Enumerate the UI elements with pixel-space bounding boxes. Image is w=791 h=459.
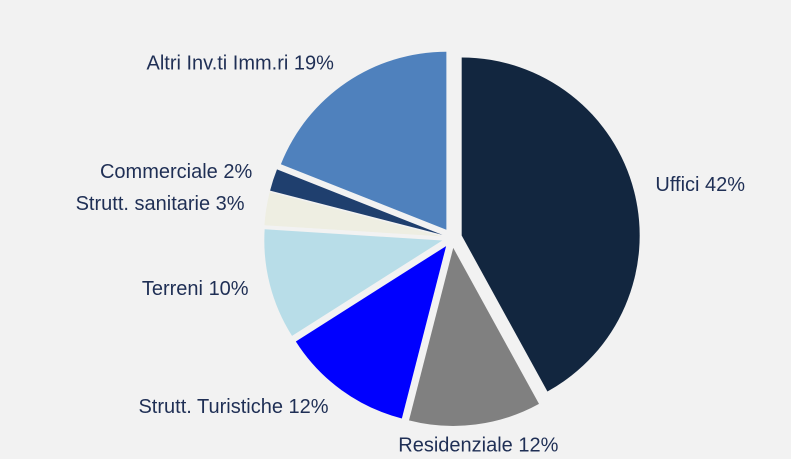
value-label: 3% xyxy=(216,193,245,215)
pie-slice xyxy=(270,169,443,235)
value-label: 12% xyxy=(289,396,329,418)
value-label: 42% xyxy=(705,174,745,196)
value-label: 19% xyxy=(294,53,334,75)
category-label: Altri Inv.ti Imm.ri xyxy=(147,53,289,75)
category-label: Residenziale xyxy=(398,435,513,457)
pie-slice xyxy=(408,247,540,426)
slice-label: Altri Inv.ti Imm.ri 19% xyxy=(147,53,335,75)
category-label: Terreni xyxy=(142,279,203,301)
slice-label: Strutt. sanitarie 3% xyxy=(76,193,245,215)
category-label: Uffici xyxy=(655,174,699,196)
pie-slice xyxy=(461,57,640,392)
slice-label: Uffici 42% xyxy=(655,174,745,196)
pie-slice xyxy=(264,192,443,237)
slice-label: Strutt. Turistiche 12% xyxy=(138,396,328,418)
pie-slice xyxy=(264,229,443,336)
value-label: 2% xyxy=(223,161,252,183)
value-label: 10% xyxy=(209,279,249,301)
category-label: Strutt. Turistiche xyxy=(138,396,283,418)
value-label: 12% xyxy=(518,435,558,457)
pie-slice xyxy=(295,246,447,419)
slice-label: Residenziale 12% xyxy=(398,435,558,457)
slice-label: Commerciale 2% xyxy=(100,161,252,183)
category-label: Commerciale xyxy=(100,161,218,183)
category-label: Strutt. sanitarie xyxy=(76,193,211,215)
pie-slice xyxy=(280,51,447,230)
slice-label: Terreni 10% xyxy=(142,279,249,301)
